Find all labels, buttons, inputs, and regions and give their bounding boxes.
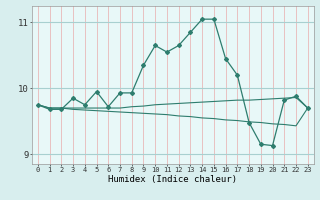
X-axis label: Humidex (Indice chaleur): Humidex (Indice chaleur) bbox=[108, 175, 237, 184]
